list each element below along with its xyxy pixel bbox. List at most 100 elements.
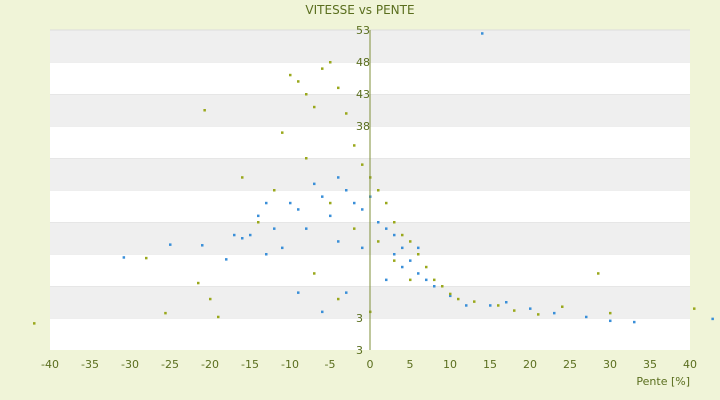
data-point	[337, 240, 340, 243]
data-point	[337, 176, 340, 179]
data-point	[33, 322, 36, 325]
data-point	[273, 189, 276, 192]
data-point	[281, 131, 284, 134]
x-axis-label: Pente [%]	[636, 375, 690, 388]
data-point	[329, 201, 332, 205]
data-point	[417, 253, 420, 256]
x-tick-label: -40	[41, 358, 59, 371]
x-tick-label: 40	[683, 358, 697, 371]
data-point	[345, 291, 348, 294]
data-point	[209, 297, 212, 301]
data-point	[345, 189, 348, 192]
data-point	[377, 189, 380, 192]
x-tick-label: 5	[407, 358, 414, 371]
data-point	[633, 320, 636, 324]
y-tick-label: 53	[356, 24, 370, 37]
data-point	[401, 246, 404, 250]
data-point	[241, 176, 244, 179]
data-point	[297, 80, 300, 83]
data-point	[217, 315, 220, 319]
data-point	[441, 285, 444, 288]
data-point	[597, 272, 600, 275]
x-tick-label: 10	[443, 358, 457, 371]
x-tick-label: 25	[563, 358, 577, 371]
data-point	[265, 253, 268, 256]
data-point	[353, 144, 356, 147]
data-point	[289, 73, 292, 77]
data-point	[465, 304, 468, 307]
data-point	[425, 265, 428, 269]
x-tick-label: 15	[483, 358, 497, 371]
data-point	[273, 227, 276, 230]
data-point	[233, 233, 236, 237]
data-point	[164, 311, 167, 315]
data-point	[329, 214, 332, 218]
data-point	[321, 310, 324, 314]
data-point	[409, 278, 412, 282]
data-point	[257, 221, 260, 224]
data-point	[265, 201, 268, 205]
y-tick-label: 43	[356, 88, 370, 101]
data-point	[385, 278, 388, 282]
data-point	[385, 227, 388, 230]
chart-title: VITESSE vs PENTE	[305, 3, 414, 17]
data-point	[473, 300, 476, 303]
data-point	[345, 112, 348, 115]
data-point	[321, 195, 324, 198]
data-point	[609, 311, 612, 315]
x-tick-label: 0	[367, 358, 374, 371]
data-point	[561, 305, 564, 308]
data-point	[409, 259, 412, 262]
data-point	[457, 297, 460, 301]
data-point	[537, 313, 540, 316]
data-point	[197, 281, 200, 285]
data-point	[225, 258, 228, 261]
x-tick-label: -25	[161, 358, 179, 371]
data-point	[425, 278, 428, 282]
data-point	[393, 259, 396, 262]
y-tick-label: 3	[356, 344, 363, 357]
data-point	[417, 272, 420, 275]
data-point	[201, 244, 204, 247]
data-point	[337, 297, 340, 301]
data-point	[401, 265, 404, 269]
data-point	[693, 307, 696, 310]
data-point	[329, 61, 332, 64]
data-point	[497, 304, 500, 307]
data-point	[377, 221, 380, 224]
x-tick-label: -5	[325, 358, 336, 371]
data-point	[145, 256, 148, 260]
data-point	[377, 240, 380, 243]
data-point	[433, 278, 436, 282]
data-point	[122, 256, 126, 259]
data-point	[585, 315, 588, 319]
data-point	[289, 201, 292, 205]
x-tick-label: 30	[603, 358, 617, 371]
data-point	[449, 294, 452, 298]
data-point	[393, 221, 396, 224]
y-tick-label: 38	[356, 120, 370, 133]
data-point	[305, 93, 308, 96]
x-tick-label: 35	[643, 358, 657, 371]
data-point	[361, 246, 364, 250]
data-point	[361, 208, 364, 211]
data-point	[305, 157, 308, 160]
data-point	[553, 311, 556, 315]
data-point	[257, 214, 260, 218]
data-point	[249, 233, 252, 237]
data-point	[313, 105, 316, 109]
data-point	[305, 227, 308, 230]
data-point	[401, 233, 404, 237]
data-point	[297, 208, 300, 211]
data-point	[353, 201, 356, 205]
x-tick-label: -30	[121, 358, 139, 371]
data-point	[433, 285, 436, 288]
data-point	[281, 246, 284, 250]
x-tick-label: -15	[241, 358, 259, 371]
y-tick-label: 48	[356, 56, 370, 69]
data-point	[385, 201, 388, 205]
x-tick-labels: -40 -35 -30 -25 -20 -15 -10 -5 0 5 10 15 20 25 30 35 40	[41, 358, 697, 371]
data-point	[313, 182, 316, 186]
data-point	[489, 304, 492, 307]
